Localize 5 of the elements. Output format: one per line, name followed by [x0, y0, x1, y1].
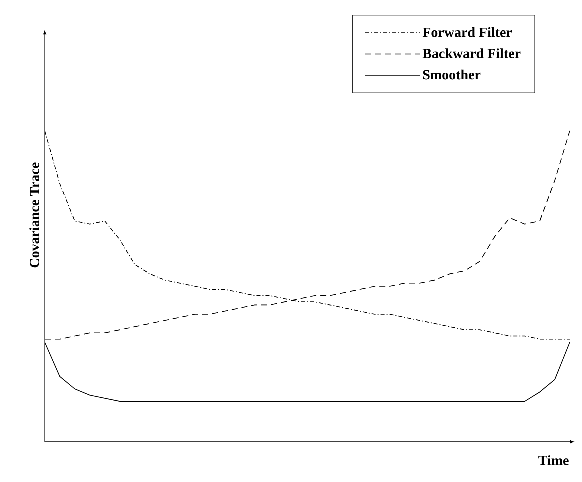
y-axis-title: Covariance Trace: [30, 162, 40, 268]
legend-label: Smoother: [423, 70, 481, 80]
legend-label: Forward Filter: [422, 27, 512, 38]
legend-label: Backward Filter: [422, 48, 521, 58]
x-axis-title: Time: [538, 456, 569, 466]
